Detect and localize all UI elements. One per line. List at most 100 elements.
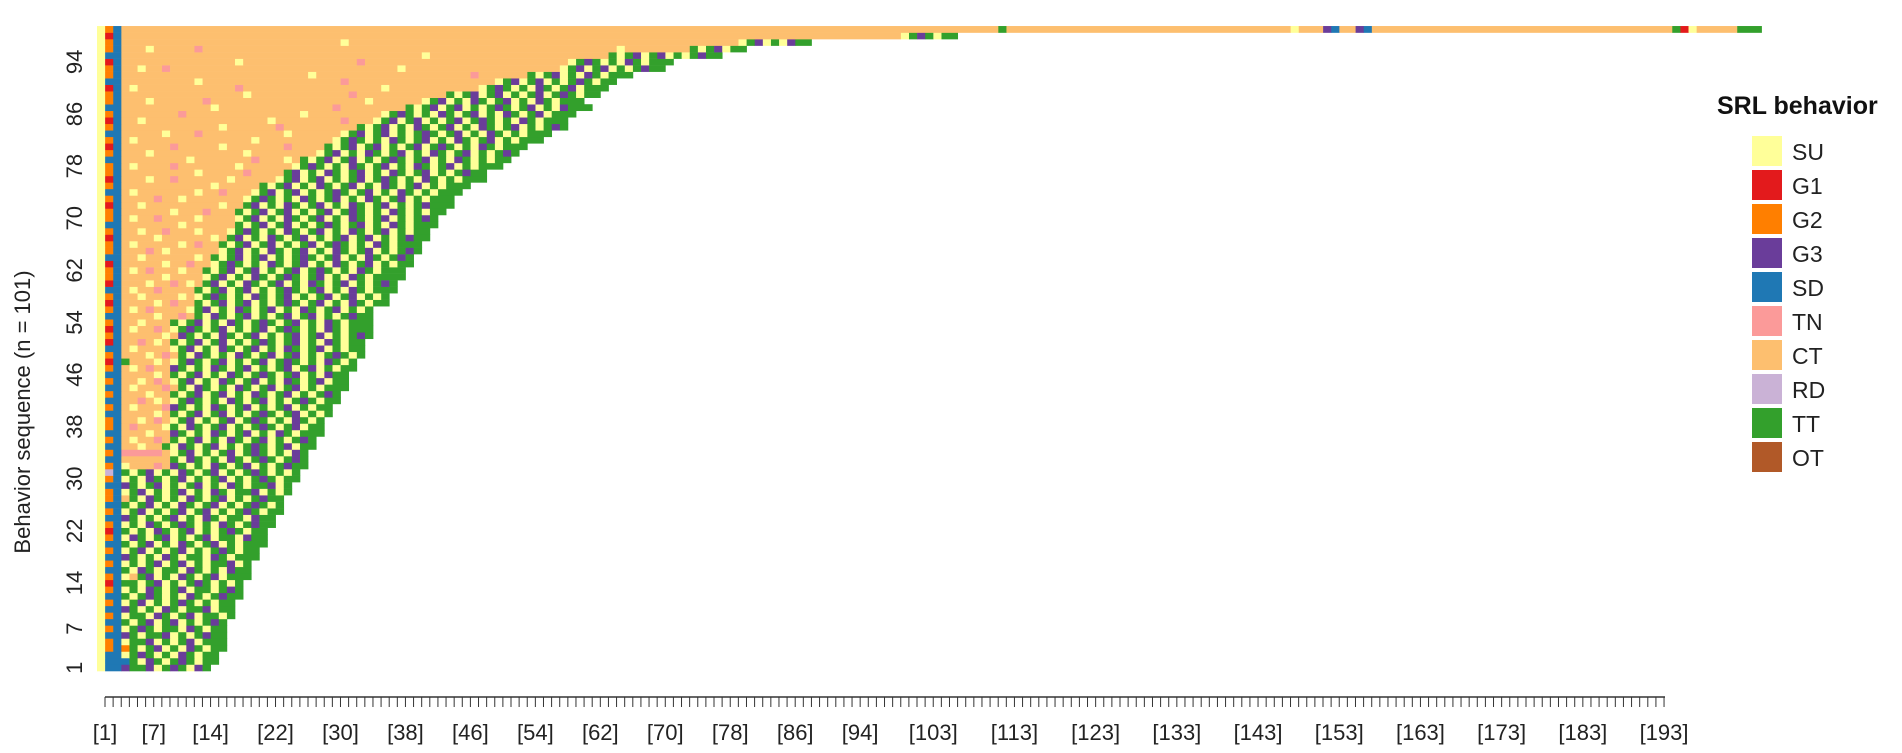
sequence-cell: [324, 280, 333, 287]
sequence-cell: [226, 495, 236, 502]
sequence-cell: [202, 521, 211, 528]
sequence-cell: [470, 162, 479, 170]
sequence-cell: [332, 201, 341, 209]
sequence-cell: [121, 364, 130, 372]
sequence-cell: [1672, 26, 1681, 33]
sequence-cell: [161, 592, 171, 600]
sequence-cell: [202, 657, 220, 665]
sequence-cell: [202, 241, 220, 248]
sequence-cell: [397, 221, 406, 229]
sequence-cell: [397, 117, 406, 125]
sequence-cell: [348, 143, 358, 151]
sequence-cell: [113, 214, 122, 222]
sequence-cell: [324, 338, 333, 346]
sequence-cell: [105, 449, 114, 457]
sequence-cell: [97, 416, 106, 424]
sequence-cell: [218, 286, 228, 294]
sequence-cell: [153, 175, 171, 183]
sequence-cell: [105, 32, 114, 40]
sequence-cell: [397, 188, 406, 196]
sequence-cell: [316, 149, 325, 157]
sequence-cell: [389, 130, 398, 138]
y-tick-label: 94: [62, 50, 87, 74]
sequence-cell: [259, 521, 276, 528]
sequence-cell: [161, 325, 171, 333]
sequence-cell: [178, 521, 187, 528]
sequence-cell: [97, 403, 106, 411]
sequence-cell: [275, 469, 285, 476]
sequence-cell: [121, 241, 130, 248]
sequence-cell: [308, 384, 317, 392]
sequence-cell: [226, 371, 236, 379]
x-tick-label: [7]: [141, 720, 165, 745]
sequence-cell: [235, 286, 244, 294]
sequence-cell: [235, 351, 244, 359]
sequence-cell: [153, 390, 171, 398]
sequence-cell: [235, 410, 244, 418]
sequence-cell: [226, 201, 244, 209]
sequence-cell: [267, 325, 276, 333]
sequence-cell: [267, 345, 276, 353]
sequence-cell: [267, 488, 276, 496]
sequence-cell: [121, 84, 130, 92]
sequence-cell: [161, 442, 171, 450]
sequence-cell: [97, 521, 106, 528]
sequence-cell: [316, 397, 325, 405]
sequence-cell: [170, 429, 179, 437]
sequence-cell: [178, 162, 236, 170]
sequence-cell: [121, 71, 309, 79]
sequence-cell: [519, 78, 528, 85]
sequence-cell: [251, 286, 260, 294]
sequence-cell: [145, 579, 155, 587]
sequence-cell: [356, 169, 366, 177]
sequence-cell: [576, 84, 585, 92]
sequence-cell: [170, 501, 179, 509]
sequence-cell: [381, 175, 390, 183]
sequence-cell: [226, 553, 236, 561]
legend-label: SD: [1792, 275, 1824, 301]
sequence-cell: [186, 482, 195, 489]
sequence-cell: [470, 130, 479, 138]
sequence-cell: [137, 377, 147, 385]
sequence-cell: [283, 423, 293, 431]
sequence-cell: [291, 214, 301, 222]
sequence-cell: [235, 475, 244, 483]
sequence-cell: [300, 195, 309, 203]
sequence-cell: [194, 293, 203, 300]
sequence-cell: [373, 299, 390, 307]
sequence-cell: [202, 612, 220, 620]
sequence-cell: [194, 325, 203, 333]
sequence-cell: [267, 508, 285, 515]
sequence-cell: [405, 214, 414, 222]
sequence-cell: [194, 351, 203, 359]
sequence-cell: [97, 71, 106, 79]
x-tick-label: [30]: [322, 720, 359, 745]
sequence-cell: [324, 201, 333, 209]
sequence-cell: [243, 384, 252, 392]
sequence-cell: [218, 267, 228, 274]
sequence-cell: [348, 358, 358, 366]
sequence-cell: [535, 78, 544, 85]
sequence-cell: [97, 325, 106, 333]
sequence-cell: [291, 227, 301, 235]
sequence-cell: [145, 267, 155, 274]
sequence-cell: [235, 527, 244, 535]
sequence-cell: [97, 534, 106, 541]
sequence-cell: [186, 293, 195, 300]
sequence-cell: [275, 403, 285, 411]
sequence-cell: [145, 501, 155, 509]
sequence-cell: [300, 267, 309, 274]
sequence-cell: [121, 280, 147, 287]
sequence-cell: [178, 664, 187, 672]
sequence-cell: [161, 377, 171, 385]
sequence-cell: [113, 332, 122, 340]
sequence-cell: [316, 169, 325, 177]
sequence-cell: [235, 345, 244, 353]
sequence-cell: [470, 143, 479, 151]
sequence-cell: [251, 351, 260, 359]
sequence-cell: [348, 234, 358, 242]
sequence-cell: [259, 136, 333, 144]
sequence-cell: [113, 599, 122, 607]
sequence-cell: [210, 508, 220, 515]
sequence-cell: [259, 280, 268, 287]
